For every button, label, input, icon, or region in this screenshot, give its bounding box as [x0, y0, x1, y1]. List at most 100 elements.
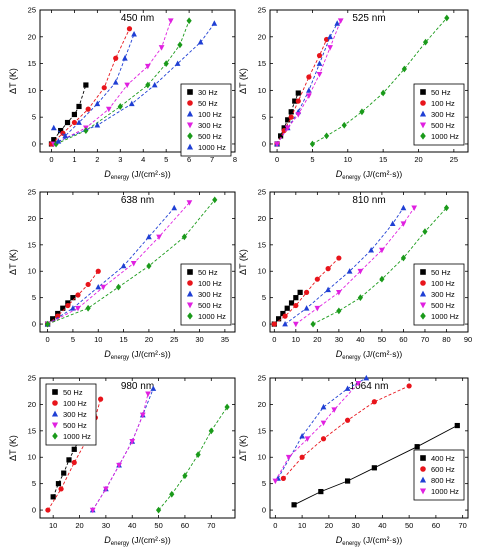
- x-axis-label-subscript: energy: [111, 355, 129, 361]
- y-tick-label: 10: [258, 267, 266, 276]
- data-point: [186, 200, 193, 206]
- data-point: [50, 316, 56, 322]
- x-tick-label: 70: [207, 521, 215, 530]
- x-axis-label: Denergy (J/(cm²·s)): [104, 349, 171, 361]
- legend-marker: [187, 132, 193, 140]
- data-point: [288, 114, 294, 120]
- legend-marker: [186, 290, 194, 297]
- data-point: [336, 307, 342, 315]
- data-point: [320, 403, 327, 410]
- legend-label: 50 Hz: [431, 268, 451, 277]
- data-point: [155, 506, 162, 514]
- data-point: [211, 20, 218, 26]
- data-point: [323, 132, 330, 140]
- x-axis-label-units: (J/(cm²·s)): [361, 535, 403, 545]
- plot-frame: [269, 191, 469, 333]
- y-tick-label: 5: [262, 113, 266, 122]
- x-tick-label: 50: [154, 521, 162, 530]
- legend-marker: [419, 110, 427, 117]
- data-point: [359, 108, 365, 116]
- x-axis-label-units: (J/(cm²·s)): [129, 169, 171, 179]
- legend-marker: [419, 122, 427, 129]
- legend-marker: [187, 89, 193, 95]
- legend-marker: [186, 122, 194, 129]
- y-tick-label: 15: [28, 426, 36, 435]
- data-point: [100, 284, 107, 291]
- x-tick-label: 10: [94, 335, 102, 344]
- data-point: [389, 220, 396, 227]
- legend-marker: [51, 422, 59, 429]
- x-tick-label: 30: [351, 521, 359, 530]
- data-point: [276, 316, 282, 322]
- x-axis-label-subscript: energy: [111, 175, 129, 181]
- data-point: [177, 41, 183, 49]
- x-axis-label: Denergy (J/(cm²·s)): [104, 169, 171, 181]
- legend-label: 100 Hz: [198, 110, 222, 119]
- x-tick-label: 6: [187, 155, 191, 164]
- y-tick-label: 0: [262, 320, 266, 329]
- legend-label: 50 Hz: [63, 388, 83, 397]
- data-point: [163, 60, 169, 67]
- x-tick-label: 0: [275, 155, 279, 164]
- legend-label: 1000 Hz: [431, 312, 459, 321]
- data-point: [379, 247, 385, 254]
- x-tick-label: 80: [442, 335, 450, 344]
- series-line: [55, 20, 190, 145]
- legend-label: 300 Hz: [431, 290, 455, 299]
- data-point: [169, 490, 175, 498]
- data-point: [371, 465, 377, 471]
- data-point: [295, 90, 301, 96]
- x-axis-label: Denergy (J/(cm²·s)): [336, 535, 403, 547]
- data-point: [64, 119, 71, 126]
- data-point: [181, 233, 187, 241]
- legend-label: 1000 Hz: [63, 432, 91, 441]
- data-point: [371, 399, 377, 405]
- y-tick-label: 10: [258, 453, 266, 462]
- data-point: [454, 422, 460, 429]
- x-axis-label: Denergy (J/(cm²·s)): [336, 349, 403, 361]
- data-point: [357, 294, 363, 302]
- data-point: [58, 486, 64, 492]
- x-tick-label: 10: [344, 155, 352, 164]
- x-tick-label: 0: [272, 335, 276, 344]
- legend-marker: [187, 280, 193, 286]
- data-point: [299, 454, 305, 460]
- data-point: [75, 292, 81, 298]
- data-point: [60, 130, 66, 136]
- data-point: [112, 79, 119, 85]
- y-tick-label: 5: [32, 479, 36, 488]
- series-line: [284, 207, 404, 325]
- series-line: [293, 425, 458, 506]
- data-point: [281, 125, 287, 131]
- legend: 50 Hz 100 Hz 300 Hz 500 Hz 1000 Hz: [180, 263, 232, 326]
- data-point: [295, 112, 302, 118]
- data-point: [282, 313, 288, 319]
- data-point: [320, 420, 327, 427]
- y-tick-label: 25: [258, 374, 266, 383]
- legend-marker: [420, 269, 426, 275]
- data-point: [288, 300, 295, 306]
- data-point: [75, 305, 81, 312]
- data-point: [130, 260, 137, 267]
- data-point: [379, 275, 385, 283]
- data-point: [304, 436, 311, 442]
- y-tick-label: 0: [262, 139, 266, 148]
- data-point: [282, 320, 288, 327]
- x-tick-label: 5: [164, 155, 168, 164]
- data-point: [66, 457, 72, 463]
- y-tick-label: 15: [258, 426, 266, 435]
- data-point: [55, 481, 62, 487]
- data-point: [115, 283, 122, 291]
- data-point: [341, 121, 347, 129]
- legend: 30 Hz 50 Hz 100 Hz 300 Hz 500 Hz 1000 Hz: [180, 83, 232, 157]
- data-point: [444, 14, 450, 22]
- chart-title: 810 nm: [352, 195, 385, 206]
- data-point: [70, 305, 76, 311]
- data-point: [334, 20, 341, 26]
- legend-label: 600 Hz: [431, 465, 455, 474]
- chart-title: 1064 nm: [350, 381, 389, 392]
- data-point: [443, 204, 450, 212]
- y-tick-label: 20: [28, 214, 36, 223]
- legend-label: 300 Hz: [198, 121, 222, 130]
- data-point: [76, 103, 82, 110]
